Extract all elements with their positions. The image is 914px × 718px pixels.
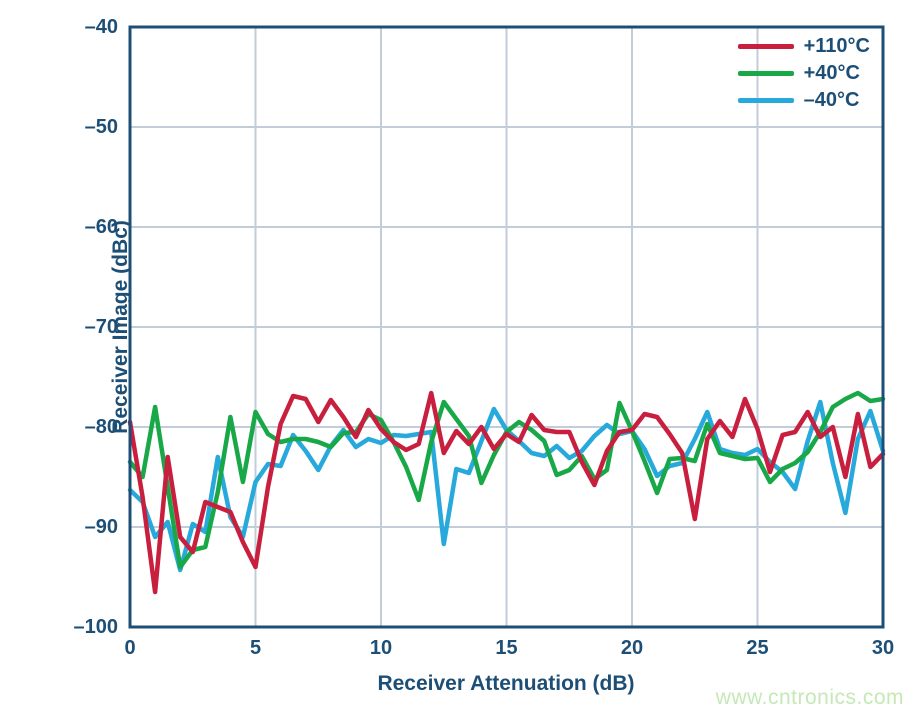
x-tick-label: 25: [746, 637, 769, 659]
x-tick-label: 10: [369, 637, 393, 659]
legend-line-swatch-cyan: [737, 98, 794, 103]
legend-line-swatch-red: [737, 44, 794, 49]
y-tick-label: –90: [84, 516, 118, 538]
y-tick-label: –40: [84, 16, 118, 38]
legend-label: –40°C: [803, 89, 860, 111]
x-tick-label: 15: [495, 637, 518, 659]
y-axis-title: Receiver Image (dBc): [108, 220, 132, 434]
series-line-110C: [127, 390, 886, 595]
x-tick-label: 20: [620, 637, 644, 659]
y-tick-label: –100: [73, 616, 119, 638]
legend-item-minus40c: –40°C: [737, 89, 870, 111]
x-tick-label: 5: [249, 637, 262, 659]
x-tick-label: 30: [871, 637, 895, 659]
legend-item-plus40c: +40°C: [737, 62, 870, 84]
y-tick-label: –50: [84, 116, 118, 138]
legend: +110°C +40°C –40°C: [737, 35, 870, 111]
y-tick-label: –70: [84, 316, 118, 338]
y-tick-label: –80: [84, 416, 118, 438]
x-axis-title: Receiver Attenuation (dB): [377, 672, 635, 695]
plot-border: [128, 25, 885, 629]
legend-label: +40°C: [803, 62, 860, 84]
legend-label: +110°C: [803, 35, 870, 57]
legend-line-swatch-green: [737, 71, 794, 76]
watermark: www.cntronics.com: [715, 686, 904, 709]
x-tick-label: 0: [124, 637, 136, 659]
legend-item-plus110c: +110°C: [737, 35, 870, 57]
y-tick-label: –60: [84, 216, 118, 238]
